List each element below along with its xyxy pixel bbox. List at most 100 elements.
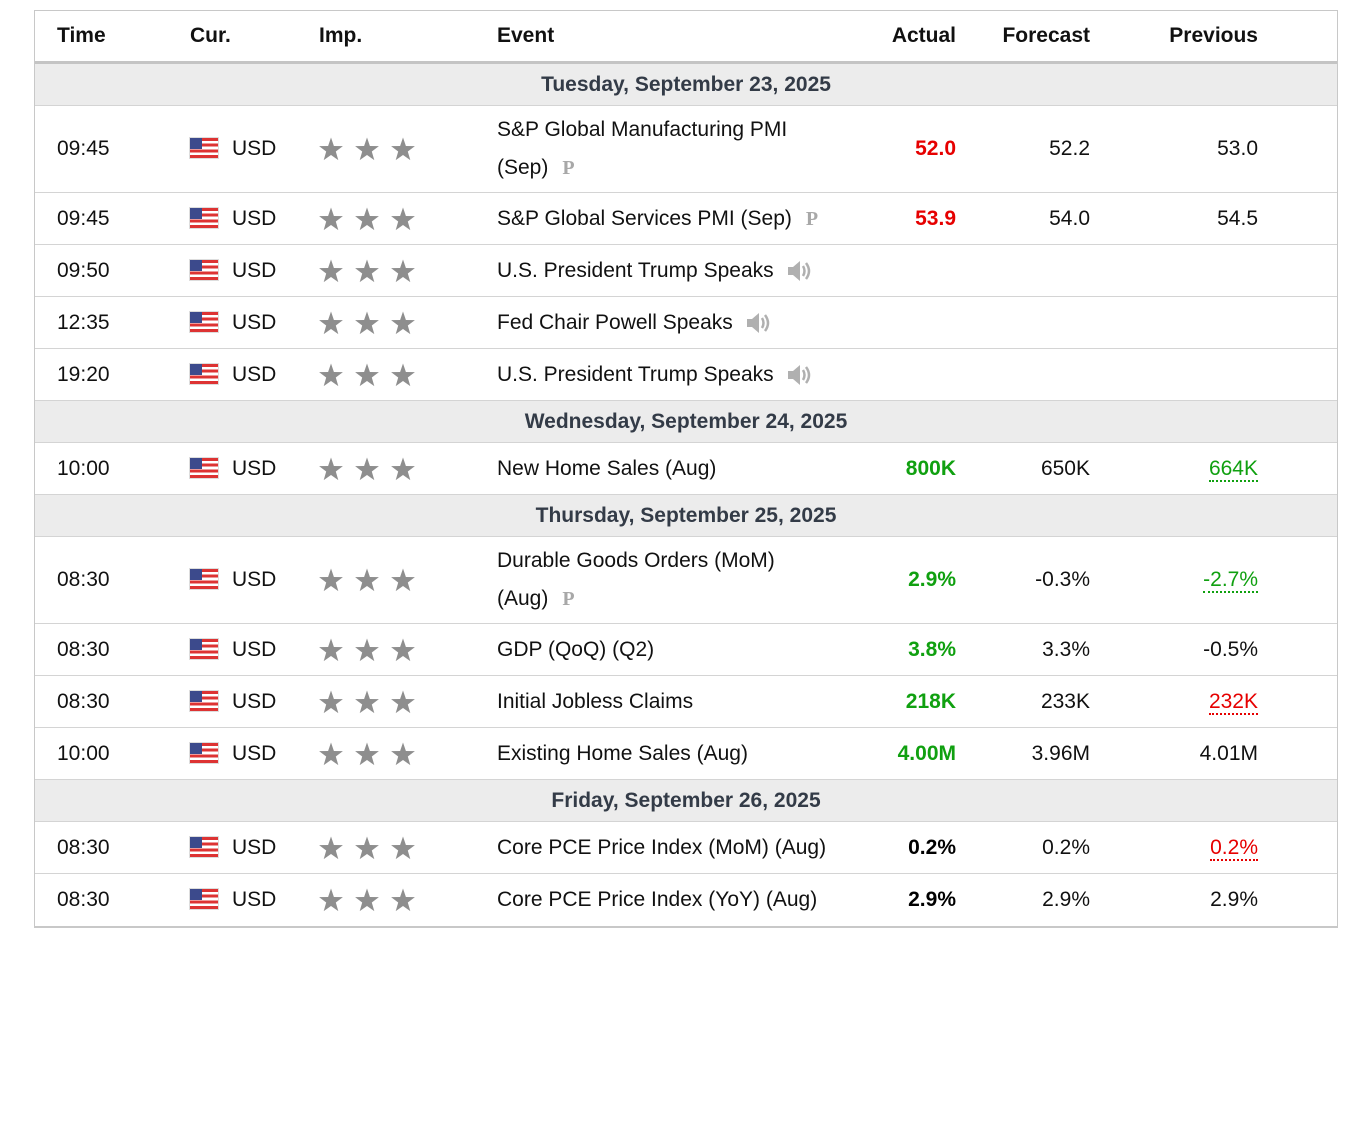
previous-cell: 664K [1112,442,1280,495]
time: 19:20 [35,348,171,401]
day-row: Wednesday, September 24, 2025 [35,400,1337,443]
day-row: Tuesday, September 23, 2025 [35,62,1337,106]
star [355,638,379,662]
preliminary-badge: P [562,588,575,610]
event-cell: New Home Sales (Aug) [475,442,871,495]
event: Fed Chair Powell Speaks [497,310,733,334]
actual-cell [871,244,978,297]
star [319,568,343,592]
flag [190,638,218,659]
time: 10:00 [35,442,171,495]
forecast: -0.3% [1035,568,1090,591]
forecast-cell: 233K [978,675,1112,728]
actual-cell: 53.9 [871,192,978,245]
previous-cell [1112,348,1280,401]
currency-cell: USD [171,244,301,297]
star [391,690,415,714]
importance-stars [319,690,415,714]
importance [301,105,475,193]
time: 09:45 [35,192,171,245]
event-row: 08:30 USD Durable Goods Orders (MoM) (Aug)… [35,536,1337,624]
forecast: 2.9% [1042,887,1090,911]
actual-cell: 2.9% [871,873,978,926]
star [355,742,379,766]
previous-cell: -0.5% [1112,623,1280,676]
previous-cell [1112,244,1280,297]
event-cell: Durable Goods Orders (MoM) (Aug) P [475,536,871,624]
preliminary-badge: P [562,157,575,179]
forecast-cell: 0.2% [978,821,1112,874]
table-body: Tuesday, September 23, 2025 09:45 USD S&P G… [35,62,1337,926]
importance-stars [319,207,415,231]
star [355,457,379,481]
actual-cell: 218K [871,675,978,728]
spacer [1280,244,1337,297]
star [355,207,379,231]
importance [301,244,475,297]
previous: 2.9% [1210,887,1258,911]
importance [301,296,475,349]
header-importance: Imp. [301,11,475,64]
event-row: 08:30 USD Core PCE Price Index (YoY) (Aug)… [35,873,1337,926]
header-actual: Actual [871,11,978,64]
preliminary-badge: P [805,207,819,230]
event-cell: S&P Global Services PMI (Sep) P [475,192,871,245]
currency-cell: USD [171,873,301,926]
currency-cell: USD [171,536,301,624]
day-date: Thursday, September 25, 2025 [35,494,1337,537]
time: 08:30 [35,675,171,728]
spacer [1280,623,1337,676]
event-cell: U.S. President Trump Speaks [475,348,871,401]
event-row: 09:50 USD U.S. President Trump Speaks [35,244,1337,297]
time: 10:00 [35,727,171,780]
importance [301,348,475,401]
star [355,363,379,387]
day-date: Friday, September 26, 2025 [35,779,1337,822]
day-row: Friday, September 26, 2025 [35,779,1337,822]
forecast: 0.2% [1042,835,1090,859]
event: Durable Goods Orders (MoM) (Aug) [497,549,775,610]
star [319,638,343,662]
event: Core PCE Price Index (MoM) (Aug) [497,835,827,859]
forecast: 3.96M [1031,741,1090,765]
event-cell: Fed Chair Powell Speaks [475,296,871,349]
star [391,742,415,766]
forecast-cell [978,244,1112,297]
actual-cell [871,348,978,401]
event-cell: Core PCE Price Index (MoM) (Aug) [475,821,871,874]
currency-cell: USD [171,675,301,728]
spacer [1280,821,1337,874]
event-row: 09:45 USD S&P Global Services PMI (Sep) P 53… [35,192,1337,245]
currency: USD [232,206,277,230]
actual: 4.00M [897,741,956,765]
currency: USD [232,741,277,765]
event-cell: GDP (QoQ) (Q2) [475,623,871,676]
previous-cell: 0.2% [1112,821,1280,874]
importance-stars [319,363,415,387]
event: Initial Jobless Claims [497,689,694,713]
star [319,690,343,714]
previous: 4.01M [1199,741,1258,765]
star [355,137,379,161]
star [319,836,343,860]
star [319,207,343,231]
spacer [1280,442,1337,495]
speaker-icon [787,260,810,281]
flag [190,836,218,857]
previous-cell: 53.0 [1112,105,1280,193]
event-cell: Existing Home Sales (Aug) [475,727,871,780]
currency: USD [232,362,277,386]
currency-cell: USD [171,442,301,495]
importance-stars [319,638,415,662]
importance-stars [319,888,415,912]
event: New Home Sales (Aug) [497,456,717,480]
time: 08:30 [35,873,171,926]
flag [190,138,218,158]
currency: USD [232,310,277,334]
header-previous: Previous [1112,11,1280,64]
importance [301,727,475,780]
actual: 0.2% [908,835,956,859]
speaker-icon [787,364,810,385]
actual-cell: 800K [871,442,978,495]
previous: 664K [1208,456,1258,482]
